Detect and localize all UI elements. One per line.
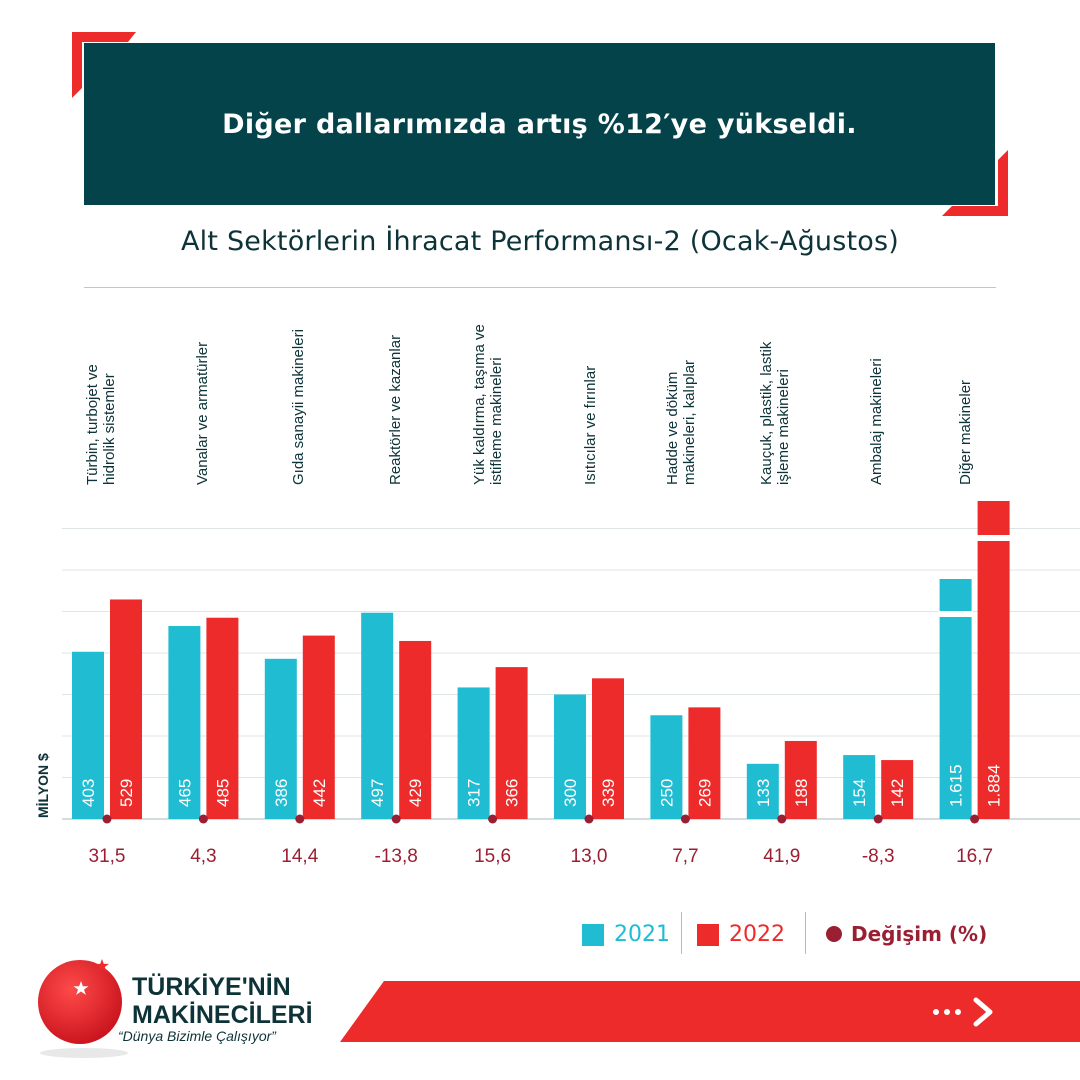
bar-value-label: 154 <box>850 779 869 807</box>
change-dot <box>102 814 112 824</box>
y-axis-label: MİLYON $ <box>35 753 51 818</box>
change-dot <box>970 814 980 824</box>
legend-label-2021: 2021 <box>614 922 670 947</box>
bar-value-label: 529 <box>117 779 136 807</box>
brand-name: TÜRKİYE'NİN MAKİNECİLERİ <box>132 973 313 1029</box>
header-title: Diğer dallarımızda artış %12′ye yükseldi… <box>222 108 857 140</box>
legend-label-2022: 2022 <box>729 922 785 947</box>
bar-2022 <box>399 640 432 819</box>
bar-value-label: 429 <box>406 779 425 807</box>
brand-name-line2: MAKİNECİLERİ <box>132 1001 313 1029</box>
bar-2022 <box>206 617 239 819</box>
corner-accent-top-left <box>72 32 136 98</box>
bar-2021 <box>746 763 779 819</box>
change-value-label: 31,5 <box>89 846 126 867</box>
bar-value-label: 142 <box>888 779 907 807</box>
bar-2021 <box>457 687 490 819</box>
bar-2022 <box>110 599 142 819</box>
brand-logo <box>38 959 128 1058</box>
change-dot <box>488 814 498 824</box>
legend-divider <box>805 912 806 954</box>
title-divider <box>84 287 996 288</box>
bar-value-label: 465 <box>175 779 194 807</box>
axis-break-gap <box>938 611 973 617</box>
bar-2022 <box>495 667 528 819</box>
bar-value-label: 403 <box>79 779 98 807</box>
bar-value-label: 250 <box>657 779 676 807</box>
bar-value-label: 386 <box>272 779 291 807</box>
legend-divider <box>681 912 682 954</box>
bar-value-label: 497 <box>368 779 387 807</box>
change-value-label: 14,4 <box>281 846 318 867</box>
change-dot <box>873 814 883 824</box>
change-value-label: -8,3 <box>862 846 895 867</box>
bar-2022 <box>302 635 335 819</box>
legend-item-2022: 2022 <box>697 922 785 947</box>
bar-2021 <box>650 715 683 819</box>
bar-2021 <box>72 651 104 819</box>
bar-value-label: 1.615 <box>947 764 966 807</box>
dots-chevron-right-icon[interactable] <box>930 995 1000 1029</box>
change-dot <box>777 814 787 824</box>
bar-2022 <box>784 740 817 819</box>
change-value-label: 41,9 <box>763 846 800 867</box>
corner-accent-bottom-right <box>942 150 1008 216</box>
change-value-label: 15,6 <box>474 846 511 867</box>
legend-swatch-2022 <box>697 923 719 946</box>
bar-2022 <box>688 707 721 819</box>
bar-value-label: 339 <box>599 779 618 807</box>
legend-item-change: Değişim (%) <box>826 922 987 946</box>
change-value-label: -13,8 <box>375 846 418 867</box>
footer-band <box>340 981 1080 1042</box>
bar-2021 <box>264 658 297 819</box>
change-value-label: 16,7 <box>956 846 993 867</box>
change-dot <box>680 814 690 824</box>
bar-value-label: 485 <box>213 779 232 807</box>
brand-tagline: “Dünya Bizimle Çalışıyor” <box>118 1028 276 1044</box>
bar-2021 <box>843 755 876 819</box>
bar-2022 <box>592 678 624 819</box>
change-dot <box>584 814 594 824</box>
bar-value-label: 188 <box>792 779 811 807</box>
bar-value-label: 317 <box>465 779 484 807</box>
legend-dot-change <box>826 926 842 942</box>
change-value-label: 4,3 <box>190 846 216 867</box>
bar-2021 <box>554 694 586 819</box>
bar-value-label: 133 <box>754 779 773 807</box>
legend-label-change: Değişim (%) <box>851 922 988 946</box>
bar-chart: 403 529 31,5 465 485 4,3 386 442 14,4 497 429 -13,8… <box>35 501 1080 867</box>
bar-value-label: 366 <box>503 779 522 807</box>
bar-2021 <box>361 612 394 819</box>
change-value-label: 13,0 <box>571 846 608 867</box>
bar-value-label: 300 <box>561 779 580 807</box>
change-dot <box>391 814 401 824</box>
bar-value-label: 442 <box>310 779 329 807</box>
chart-title: Alt Sektörlerin İhracat Performansı-2 (O… <box>181 226 899 257</box>
change-dot <box>295 814 305 824</box>
bar-2022 <box>977 501 1010 819</box>
bar-2022 <box>881 760 914 819</box>
bar-value-label: 269 <box>695 779 714 807</box>
bar-value-label: 1.884 <box>985 764 1004 807</box>
change-value-label: 7,7 <box>672 846 698 867</box>
legend-swatch-2021 <box>582 923 604 946</box>
header-banner: Diğer dallarımızda artış %12′ye yükseldi… <box>84 43 995 205</box>
bar-2021 <box>939 579 972 819</box>
brand-name-line1: TÜRKİYE'NİN <box>132 973 291 1001</box>
bar-2021 <box>168 626 201 819</box>
axis-break-gap <box>976 535 1011 541</box>
legend-item-2021: 2021 <box>582 922 670 947</box>
change-dot <box>198 814 208 824</box>
